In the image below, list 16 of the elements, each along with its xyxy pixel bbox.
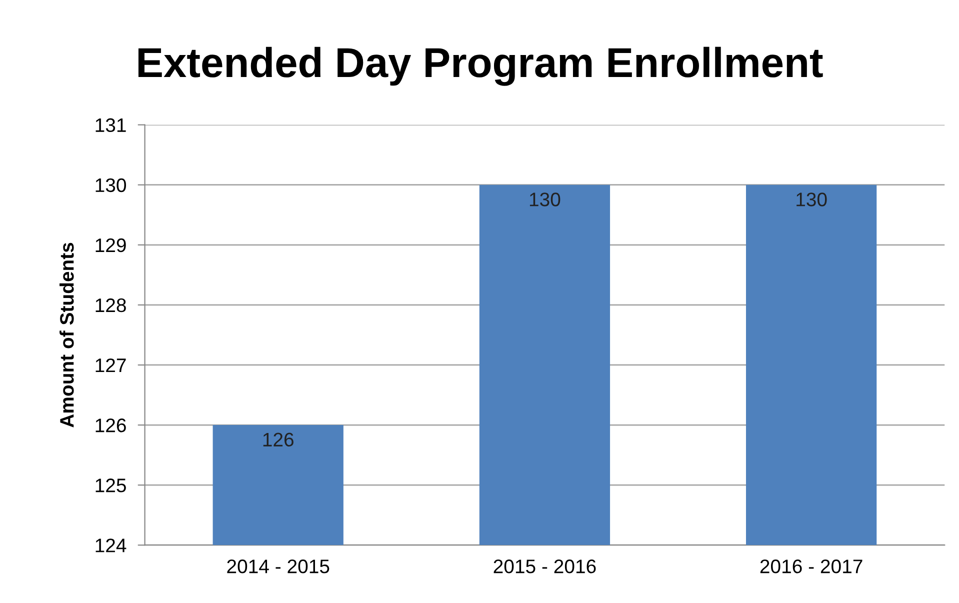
y-tick-label: 129: [96, 238, 126, 252]
data-label: 126: [263, 432, 294, 447]
y-tick-label: 126: [96, 418, 126, 432]
y-tick-label: 124: [96, 538, 126, 552]
y-axis-title: Amount of Students: [60, 242, 74, 428]
x-tick-label: 2015 - 2016: [494, 560, 596, 574]
y-tick-label: 128: [96, 298, 126, 312]
x-tick-label: 2016 - 2017: [760, 560, 862, 574]
x-tick-label: 2014 - 2015: [227, 560, 330, 574]
y-tick-label: 131: [96, 118, 126, 132]
data-label: 130: [796, 192, 827, 206]
y-tick-label: 127: [96, 358, 126, 372]
y-tick-label: 130: [96, 178, 126, 192]
data-label: 130: [530, 192, 560, 206]
y-tick-label: 125: [96, 478, 126, 492]
chart-title: Extended Day Program Enrollment: [138, 46, 823, 86]
